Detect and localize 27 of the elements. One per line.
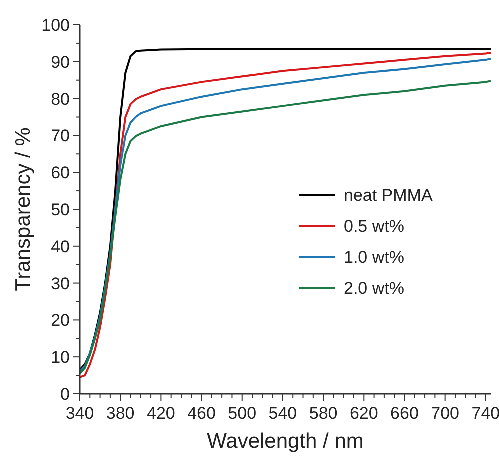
x-tick-label: 420 — [147, 404, 176, 423]
y-axis-title: Transparency / % — [12, 128, 35, 292]
x-tick-label: 660 — [390, 404, 419, 423]
x-axis-title: Wavelength / nm — [207, 430, 364, 453]
y-tick-label: 80 — [51, 90, 70, 109]
y-tick-label: 50 — [51, 200, 70, 220]
y-tick-label: 0 — [60, 385, 70, 404]
y-tick-label: 40 — [51, 237, 70, 256]
x-tick-label: 500 — [228, 404, 257, 423]
legend-label: 2.0 wt% — [344, 279, 404, 298]
y-tick-label: 10 — [51, 348, 70, 368]
y-tick-label: 30 — [51, 274, 70, 294]
legend-label: neat PMMA — [344, 186, 434, 205]
y-tick-label: 60 — [51, 164, 70, 183]
y-tick-label: 20 — [51, 311, 70, 330]
legend-label: 1.0 wt% — [344, 248, 404, 267]
x-tick-label: 340 — [66, 404, 94, 423]
x-tick-label: 700 — [431, 404, 460, 423]
x-tick-label: 380 — [106, 404, 135, 423]
x-tick-label: 460 — [188, 404, 216, 423]
x-tick-label: 580 — [309, 404, 338, 423]
x-tick-label: 620 — [350, 404, 378, 423]
y-tick-label: 70 — [51, 126, 70, 146]
legend-label: 0.5 wt% — [344, 217, 404, 236]
y-tick-label: 90 — [51, 52, 70, 72]
x-tick-label: 540 — [268, 404, 298, 423]
y-tick-label: 100 — [42, 16, 70, 35]
